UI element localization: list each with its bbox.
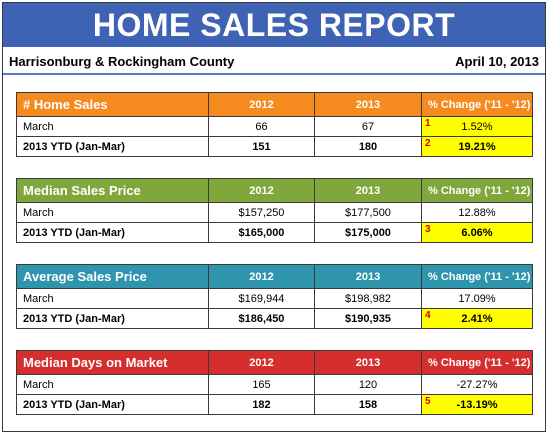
change-value: 1.52%: [461, 120, 493, 133]
column-header-2013: 2013: [314, 264, 422, 289]
change-value: 2.41%: [461, 312, 493, 325]
value-2012: 66: [208, 116, 315, 137]
value-2013: 120: [314, 374, 422, 395]
table-header-row: Median Sales Price 2012 2013 % Change ('…: [16, 178, 533, 203]
report-subheader: Harrisonburg & Rockingham County April 1…: [3, 49, 545, 75]
section-heading: Median Sales Price: [16, 178, 209, 203]
value-2013: 67: [314, 116, 422, 137]
table-header-row: # Home Sales 2012 2013 % Change ('11 - '…: [16, 92, 533, 117]
value-2012: $186,450: [208, 308, 315, 329]
row-label: March: [16, 202, 209, 223]
column-header-change: % Change ('11 - '12): [421, 92, 533, 117]
average-sales-price-table: Average Sales Price 2012 2013 % Change (…: [16, 264, 533, 329]
column-header-2012: 2012: [208, 178, 315, 203]
callout-marker: 1: [425, 118, 431, 129]
change-value: 19.21%: [458, 140, 496, 153]
region-label: Harrisonburg & Rockingham County: [9, 53, 235, 69]
report-date: April 10, 2013: [455, 53, 539, 69]
change-cell: 4 2.41%: [421, 308, 533, 329]
value-2013: $190,935: [314, 308, 422, 329]
change-value: 6.06%: [461, 226, 493, 239]
table-row: 2013 YTD (Jan-Mar) 182 158 5 -13.19%: [16, 394, 533, 415]
change-value: 17.09%: [458, 292, 496, 305]
change-cell: -27.27%: [421, 374, 533, 395]
column-header-change: % Change ('11 - '12): [421, 350, 533, 375]
row-label: 2013 YTD (Jan-Mar): [16, 136, 209, 157]
section-heading: Average Sales Price: [16, 264, 209, 289]
report-title: HOME SALES REPORT: [3, 3, 545, 47]
value-2012: 182: [208, 394, 315, 415]
change-value: -27.27%: [456, 378, 498, 391]
row-label: 2013 YTD (Jan-Mar): [16, 308, 209, 329]
value-2012: 151: [208, 136, 315, 157]
change-cell: 2 19.21%: [421, 136, 533, 157]
change-cell: 5 -13.19%: [421, 394, 533, 415]
change-value: -13.19%: [456, 398, 498, 411]
table-row: 2013 YTD (Jan-Mar) 151 180 2 19.21%: [16, 136, 533, 157]
callout-marker: 3: [425, 224, 431, 235]
median-sales-price-table: Median Sales Price 2012 2013 % Change ('…: [16, 178, 533, 243]
column-header-change: % Change ('11 - '12): [421, 264, 533, 289]
change-cell: 3 6.06%: [421, 222, 533, 243]
table-header-row: Average Sales Price 2012 2013 % Change (…: [16, 264, 533, 289]
value-2013: $177,500: [314, 202, 422, 223]
column-header-2013: 2013: [314, 178, 422, 203]
change-cell: 1 1.52%: [421, 116, 533, 137]
column-header-2012: 2012: [208, 350, 315, 375]
callout-marker: 4: [425, 310, 431, 321]
row-label: 2013 YTD (Jan-Mar): [16, 222, 209, 243]
row-label: March: [16, 116, 209, 137]
callout-marker: 5: [425, 396, 431, 407]
row-label: March: [16, 374, 209, 395]
value-2012: $169,944: [208, 288, 315, 309]
value-2013: $198,982: [314, 288, 422, 309]
change-cell: 17.09%: [421, 288, 533, 309]
table-row: March 165 120 -27.27%: [16, 374, 533, 395]
column-header-2013: 2013: [314, 350, 422, 375]
section-heading: # Home Sales: [16, 92, 209, 117]
value-2012: $165,000: [208, 222, 315, 243]
table-row: 2013 YTD (Jan-Mar) $186,450 $190,935 4 2…: [16, 308, 533, 329]
report-frame: HOME SALES REPORT Harrisonburg & Rocking…: [2, 2, 546, 432]
table-row: March $157,250 $177,500 12.88%: [16, 202, 533, 223]
table-row: March $169,944 $198,982 17.09%: [16, 288, 533, 309]
home-sales-table: # Home Sales 2012 2013 % Change ('11 - '…: [16, 92, 533, 157]
row-label: 2013 YTD (Jan-Mar): [16, 394, 209, 415]
value-2012: $157,250: [208, 202, 315, 223]
median-days-on-market-table: Median Days on Market 2012 2013 % Change…: [16, 350, 533, 415]
table-header-row: Median Days on Market 2012 2013 % Change…: [16, 350, 533, 375]
column-header-change: % Change ('11 - '12): [421, 178, 533, 203]
change-cell: 12.88%: [421, 202, 533, 223]
column-header-2013: 2013: [314, 92, 422, 117]
table-row: 2013 YTD (Jan-Mar) $165,000 $175,000 3 6…: [16, 222, 533, 243]
table-row: March 66 67 1 1.52%: [16, 116, 533, 137]
value-2013: 158: [314, 394, 422, 415]
callout-marker: 2: [425, 138, 431, 149]
column-header-2012: 2012: [208, 264, 315, 289]
row-label: March: [16, 288, 209, 309]
value-2012: 165: [208, 374, 315, 395]
change-value: 12.88%: [458, 206, 496, 219]
value-2013: 180: [314, 136, 422, 157]
column-header-2012: 2012: [208, 92, 315, 117]
section-heading: Median Days on Market: [16, 350, 209, 375]
value-2013: $175,000: [314, 222, 422, 243]
